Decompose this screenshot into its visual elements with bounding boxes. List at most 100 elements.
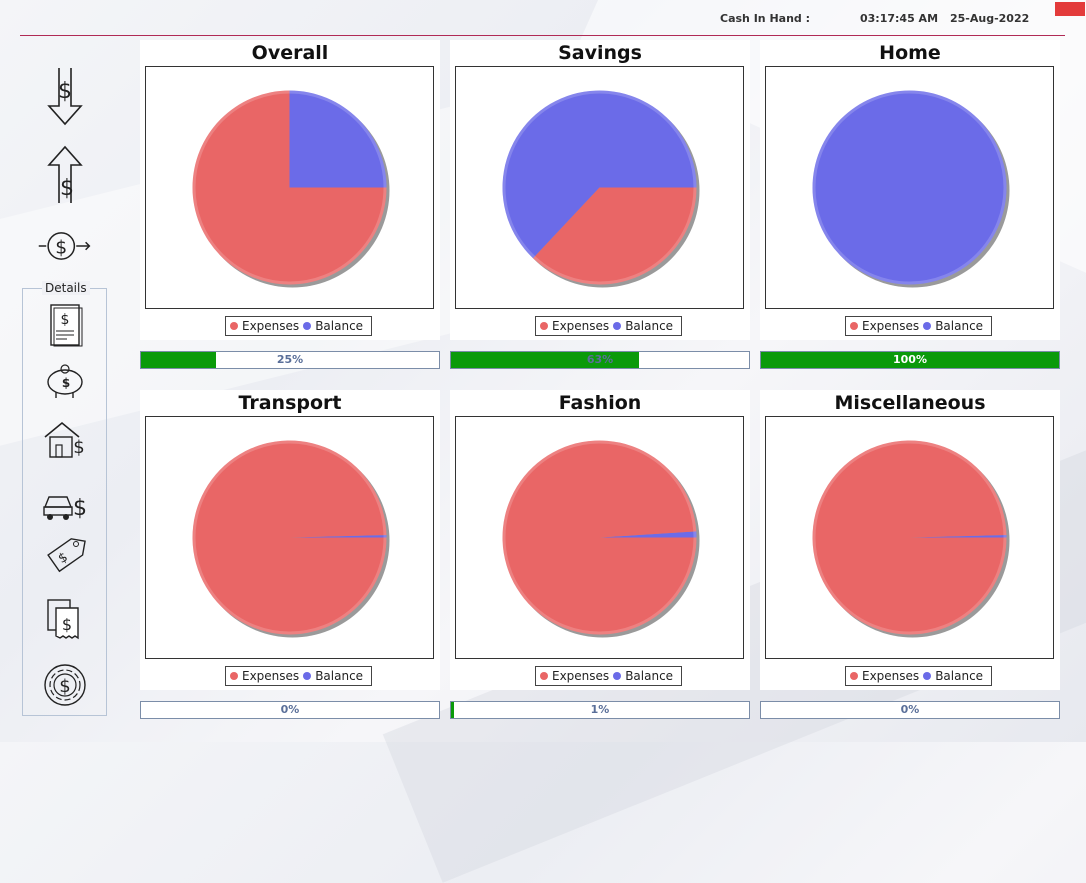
price-tag-icon[interactable]: $ (40, 532, 90, 582)
legend-swatch-expenses (540, 672, 548, 680)
fashion-plot-area (455, 416, 744, 659)
pie-rim (502, 440, 697, 635)
legend-label-balance: Balance (315, 669, 364, 683)
home-pie-chart (812, 90, 1010, 288)
progress-text: 63% (586, 353, 614, 366)
legend-label-expenses: Expenses (552, 319, 610, 333)
pie-slice-expenses (812, 440, 1007, 635)
top-bar: Cash In Hand : 03:17:45 AM 25-Aug-2022 (0, 0, 1086, 36)
miscellaneous-chart-panel: Miscellaneous Expenses Balance (760, 390, 1060, 690)
progress-text: 0% (900, 703, 920, 716)
legend-label-balance: Balance (935, 669, 984, 683)
transport-legend: Expenses Balance (225, 666, 373, 686)
transport-plot-area (145, 416, 434, 659)
bill-icon[interactable]: $ (40, 300, 90, 350)
transfer-icon[interactable]: $ (35, 216, 95, 276)
legend-item-balance: Balance (303, 319, 363, 333)
overall-legend: Expenses Balance (225, 316, 373, 336)
transport-pie-chart (192, 440, 390, 638)
progress-text: 1% (590, 703, 610, 716)
legend-swatch-expenses (850, 672, 858, 680)
coin-target-icon[interactable]: $ (40, 660, 90, 710)
legend-item-expenses: Expenses (850, 669, 919, 683)
pie-slice-balance (289, 535, 387, 538)
svg-text:$: $ (61, 312, 70, 328)
savings-plot-area (455, 66, 744, 309)
legend-item-expenses: Expenses (850, 319, 919, 333)
home-chart-title: Home (879, 42, 941, 64)
miscellaneous-pie-chart (812, 440, 1010, 638)
home-plot-area (765, 66, 1054, 309)
svg-text:$: $ (60, 176, 74, 201)
close-button[interactable] (1055, 2, 1085, 16)
legend-swatch-expenses (230, 322, 238, 330)
cash-in-hand-label: Cash In Hand : (720, 12, 811, 25)
savings-progress-bar: 63% (450, 351, 750, 369)
header-divider (20, 35, 1065, 36)
overall-chart-panel: Overall Expenses Balance (140, 40, 440, 340)
progress-fill (451, 352, 639, 368)
home-progress-bar: 100% (760, 351, 1060, 369)
income-icon[interactable]: $ (35, 145, 95, 205)
legend-label-expenses: Expenses (862, 319, 920, 333)
progress-text: 100% (893, 353, 927, 366)
car-money-icon[interactable]: $ (40, 478, 90, 528)
clock-time: 03:17:45 AM (860, 12, 939, 25)
svg-text:$: $ (73, 437, 84, 458)
legend-item-balance: Balance (923, 319, 983, 333)
legend-item-balance: Balance (923, 669, 983, 683)
pie-slice-balance (502, 90, 697, 259)
overall-progress-bar: 25% (140, 351, 440, 369)
pie-slice-expenses (192, 440, 387, 635)
svg-text:$: $ (62, 615, 72, 634)
progress-fill (761, 352, 1059, 368)
legend-swatch-expenses (850, 322, 858, 330)
savings-chart-panel: Savings Expenses Balance (450, 40, 750, 340)
legend-swatch-balance (613, 672, 622, 680)
piggy-bank-icon[interactable]: $ (40, 356, 90, 406)
fashion-chart-panel: Fashion Expenses Balance (450, 390, 750, 690)
pie-rim (502, 90, 697, 285)
transport-chart-panel: Transport Expenses Balance (140, 390, 440, 690)
legend-label-expenses: Expenses (242, 319, 300, 333)
legend-label-expenses: Expenses (862, 669, 920, 683)
legend-item-expenses: Expenses (230, 669, 299, 683)
progress-text: 25% (276, 353, 304, 366)
overall-chart-title: Overall (251, 42, 329, 64)
legend-item-expenses: Expenses (230, 319, 299, 333)
fashion-progress-bar: 1% (450, 701, 750, 719)
progress-fill (451, 702, 454, 718)
legend-label-expenses: Expenses (242, 669, 300, 683)
legend-swatch-expenses (230, 672, 238, 680)
miscellaneous-chart-title: Miscellaneous (834, 392, 986, 414)
home-legend: Expenses Balance (845, 316, 993, 336)
transport-chart-title: Transport (238, 392, 342, 414)
pie-slice-balance (909, 535, 1007, 538)
pie-slice-expenses (192, 90, 387, 285)
home-money-icon[interactable]: $ (40, 414, 90, 464)
expense-icon[interactable]: $ (35, 66, 95, 126)
current-date: 25-Aug-2022 (950, 12, 1030, 25)
svg-text:$: $ (59, 676, 70, 697)
legend-swatch-balance (923, 322, 932, 330)
miscellaneous-legend: Expenses Balance (845, 666, 993, 686)
legend-label-expenses: Expenses (552, 669, 610, 683)
pie-rim (192, 90, 387, 285)
pie-slice-balance (812, 90, 1007, 285)
fashion-legend: Expenses Balance (535, 666, 683, 686)
progress-fill (141, 352, 216, 368)
legend-item-expenses: Expenses (540, 669, 609, 683)
progress-text: 0% (280, 703, 300, 716)
transport-progress-bar: 0% (140, 701, 440, 719)
legend-swatch-balance (303, 322, 312, 330)
pie-rim (812, 440, 1007, 635)
savings-pie-chart (502, 90, 700, 288)
pie-slice-expenses (502, 440, 697, 635)
svg-text:$: $ (58, 79, 72, 104)
fashion-chart-title: Fashion (558, 392, 642, 414)
pie-slice-balance (599, 531, 697, 538)
legend-label-balance: Balance (935, 319, 984, 333)
receipts-icon[interactable]: $ (40, 594, 90, 644)
legend-item-expenses: Expenses (540, 319, 609, 333)
svg-text:$: $ (73, 496, 87, 521)
